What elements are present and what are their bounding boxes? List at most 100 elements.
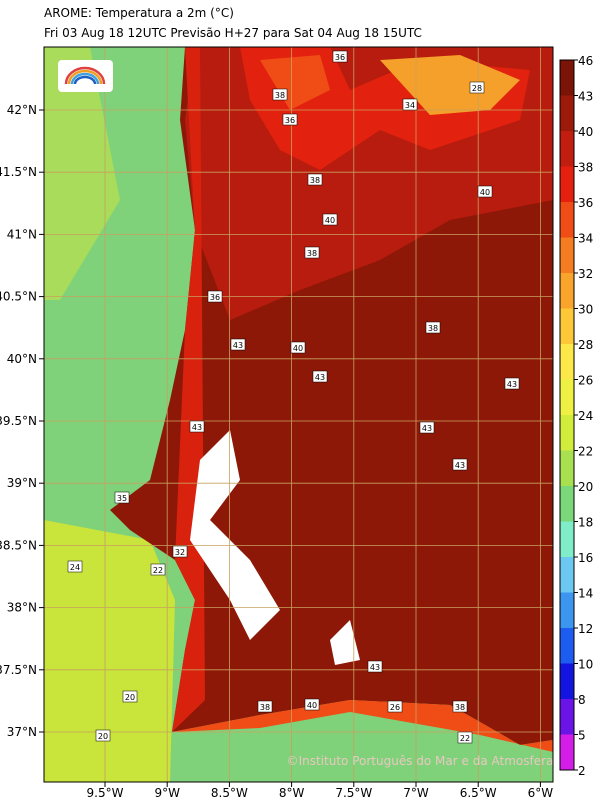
colorbar-swatch	[560, 699, 574, 735]
logo-arc	[67, 69, 103, 85]
colorbar-swatch	[560, 237, 574, 273]
colorbar-label: 26	[578, 374, 593, 388]
colorbar-swatch	[560, 592, 574, 628]
lon-label: 8°W	[279, 786, 305, 800]
contour-label-box	[452, 700, 468, 713]
contour-label-box	[189, 420, 205, 433]
contour-label: 40	[325, 216, 335, 225]
contour-label: 36	[335, 53, 345, 62]
subtitle: Fri 03 Aug 18 12UTC Previsão H+27 para S…	[44, 26, 422, 40]
colorbar-swatch	[560, 166, 574, 202]
lat-label: 41.5°N	[0, 165, 37, 179]
contour-label-box	[207, 290, 223, 303]
map-frame	[43, 46, 554, 783]
contour-label-box	[419, 421, 435, 434]
contour-label-box	[322, 213, 338, 226]
contour-label-box	[504, 377, 520, 390]
lat-label: 39°N	[7, 476, 37, 490]
contour-label-box	[452, 458, 468, 471]
colorbar-label: 32	[578, 267, 593, 281]
contour-label-box	[387, 700, 403, 713]
colorbar-label: 24	[578, 409, 593, 423]
contour-label: 40	[480, 188, 490, 197]
contour-label: 26	[390, 703, 400, 712]
lon-label: 9.5°W	[87, 786, 124, 800]
contour-label: 38	[310, 176, 320, 185]
colorbar-label: 10	[578, 658, 593, 672]
colorbar-swatch	[560, 486, 574, 522]
colorbar-swatch	[560, 379, 574, 415]
contour-label-box	[122, 690, 138, 703]
colorbar-label: 20	[578, 480, 593, 494]
logo-arc	[64, 66, 106, 85]
colorbar-swatch	[560, 60, 574, 96]
contour-label-box	[425, 321, 441, 334]
colorbar-label: 28	[578, 338, 593, 352]
lon-label: 9°W	[154, 786, 180, 800]
colorbar-label: 22	[578, 445, 593, 459]
contour-label-box	[282, 113, 298, 126]
contour-label: 38	[428, 324, 438, 333]
colorbar-swatch	[560, 450, 574, 486]
contour-label: 43	[507, 380, 517, 389]
contour-label-box	[172, 545, 188, 558]
colorbar-label: 46	[578, 54, 593, 68]
contour-label: 36	[210, 293, 220, 302]
colorbar-swatch	[560, 628, 574, 664]
colorbar-label: 14	[578, 587, 593, 601]
logo-arc	[70, 72, 100, 85]
lon-label: 8.5°W	[211, 786, 248, 800]
contour-label: 43	[370, 663, 380, 672]
colorbar-label: 40	[578, 125, 593, 139]
colorbar-label: 30	[578, 303, 593, 317]
colorbar-swatch	[560, 202, 574, 238]
colorbar-label: 34	[578, 232, 593, 246]
contour-label: 24	[70, 563, 80, 572]
contour-label-box	[230, 338, 246, 351]
colorbar-label: 5	[578, 729, 586, 743]
lat-label: 38°N	[7, 601, 37, 615]
colorbar-swatch	[560, 734, 574, 770]
contour-label-box	[272, 88, 288, 101]
colorbar-label: 38	[578, 161, 593, 175]
contour-label: 36	[285, 116, 295, 125]
lat-label: 37°N	[7, 725, 37, 739]
lat-label: 39.5°N	[0, 414, 37, 428]
contour-label-box	[257, 700, 273, 713]
logo-arc	[73, 75, 97, 85]
colorbar-swatch	[560, 663, 574, 699]
colorbar-label: 8	[578, 693, 586, 707]
contour-label-box	[304, 246, 320, 259]
contour-label: 43	[192, 423, 202, 432]
contour-label-box	[307, 173, 323, 186]
contour-label: 43	[422, 424, 432, 433]
contour-label: 34	[405, 101, 415, 110]
lat-label: 42°N	[7, 103, 37, 117]
contour-label: 28	[472, 84, 482, 93]
colorbar-swatch	[560, 344, 574, 380]
contour-label-box	[367, 660, 383, 673]
contour-label-box	[402, 98, 418, 111]
contour-label: 20	[98, 732, 108, 741]
colorbar-label: 18	[578, 516, 593, 530]
colorbar-swatch	[560, 415, 574, 451]
colorbar-label: 43	[578, 90, 593, 104]
colorbar-label: 12	[578, 622, 593, 636]
contour-label: 22	[153, 566, 163, 575]
lat-label: 40.5°N	[0, 290, 37, 304]
contour-label: 40	[293, 344, 303, 353]
colorbar-label: 36	[578, 196, 593, 210]
colorbar-swatch	[560, 95, 574, 131]
contour-label-box	[290, 341, 306, 354]
lat-label: 38.5°N	[0, 538, 37, 552]
lon-label: 6.5°W	[460, 786, 497, 800]
contour-label-box	[95, 729, 111, 742]
colorbar-swatch	[560, 273, 574, 309]
contour-label-box	[150, 563, 166, 576]
contour-label-box	[304, 698, 320, 711]
contour-label: 38	[307, 249, 317, 258]
map-area	[44, 47, 553, 782]
contour-label-box	[457, 731, 473, 744]
contour-label: 35	[117, 494, 127, 503]
